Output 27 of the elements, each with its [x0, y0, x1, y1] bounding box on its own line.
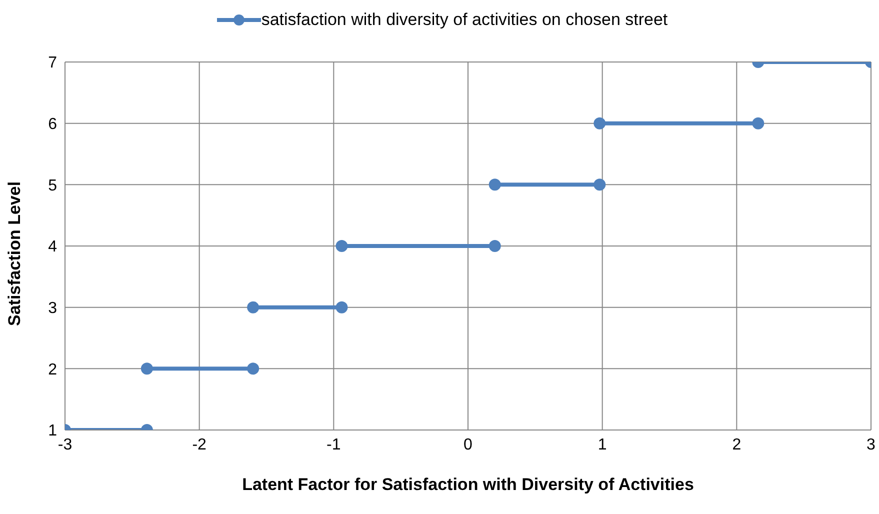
point [247, 362, 260, 375]
legend-label: satisfaction with diversity of activities on chosen street [261, 10, 668, 30]
y-axis-title: Satisfaction Level [5, 181, 24, 326]
point [336, 301, 348, 314]
point [336, 240, 348, 252]
x-tick-label: 2 [732, 436, 742, 454]
point [752, 117, 764, 130]
x-tick-label: 3 [866, 436, 876, 454]
x-tick-label: 1 [598, 436, 607, 454]
x-tick-label: -2 [192, 436, 207, 454]
y-tick-label: 2 [48, 361, 58, 378]
point [140, 362, 153, 375]
y-tick-label: 3 [48, 300, 58, 318]
point [488, 178, 501, 191]
x-axis-title: Latent Factor for Satisfaction with Diversity of Activities [242, 475, 694, 494]
point [247, 301, 260, 314]
y-tick-label: 5 [48, 177, 58, 194]
point [488, 240, 501, 252]
point [594, 117, 606, 130]
x-tick-label: -3 [58, 436, 72, 454]
y-tick-label: 6 [48, 116, 58, 134]
y-tick-label: 1 [48, 422, 58, 440]
x-tick-label: 0 [464, 436, 473, 454]
y-tick-label: 4 [48, 238, 58, 256]
y-tick-label: 7 [48, 54, 58, 72]
point [594, 178, 606, 191]
x-tick-label: -1 [326, 436, 341, 454]
